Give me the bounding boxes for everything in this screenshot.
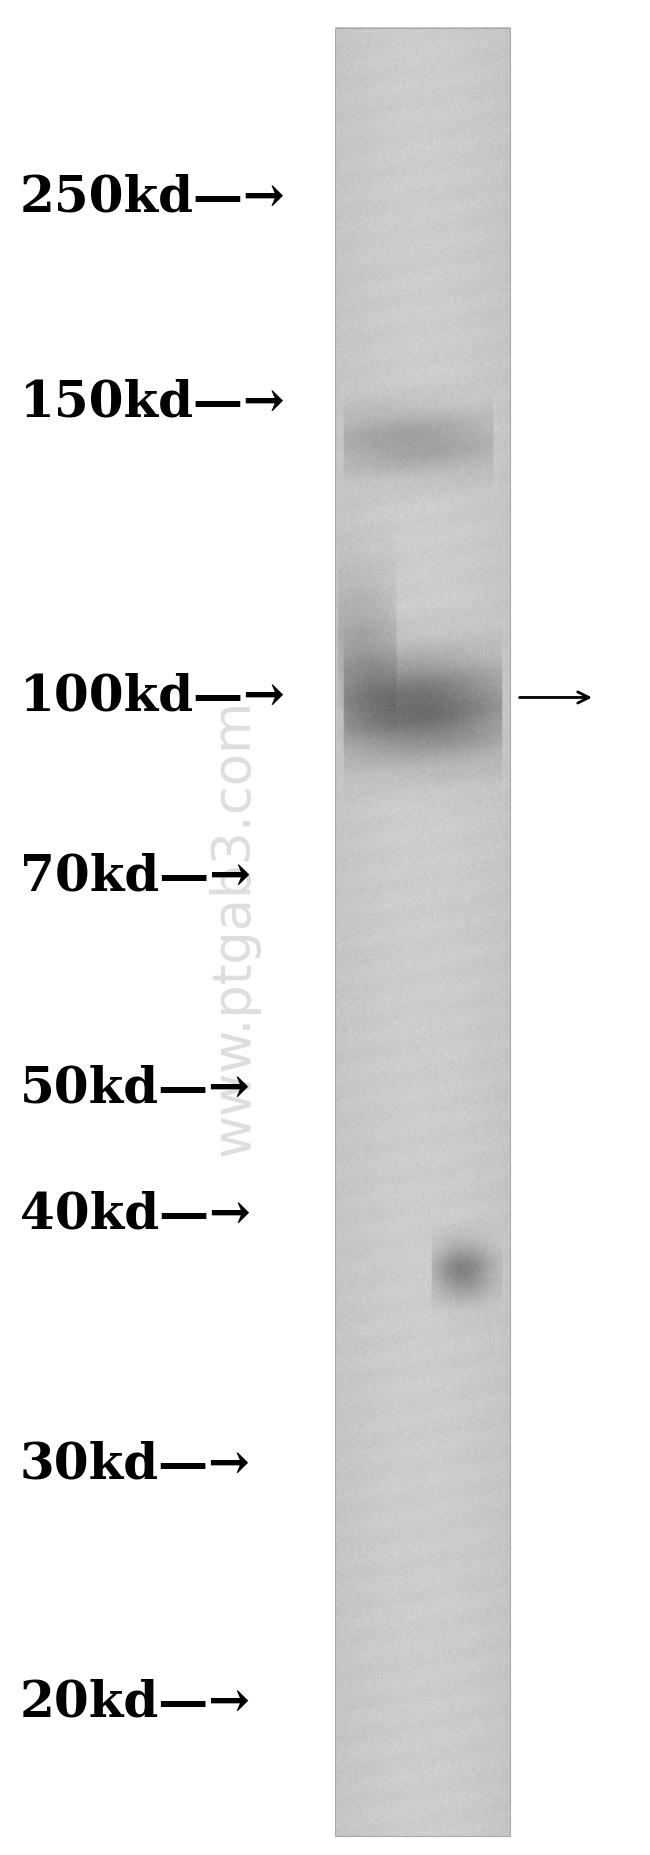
Text: 100kd—→: 100kd—→ (20, 673, 285, 722)
Text: 20kd—→: 20kd—→ (20, 1679, 250, 1727)
Text: 30kd—→: 30kd—→ (20, 1441, 250, 1490)
Text: www.ptgab3.com: www.ptgab3.com (208, 699, 260, 1156)
Bar (335, 28, 510, 1836)
Text: 250kd—→: 250kd—→ (20, 174, 285, 223)
Text: 70kd—→: 70kd—→ (20, 853, 250, 902)
Text: 50kd—→: 50kd—→ (20, 1065, 250, 1113)
Text: 150kd—→: 150kd—→ (20, 378, 285, 427)
Text: 40kd—→: 40kd—→ (20, 1191, 250, 1239)
